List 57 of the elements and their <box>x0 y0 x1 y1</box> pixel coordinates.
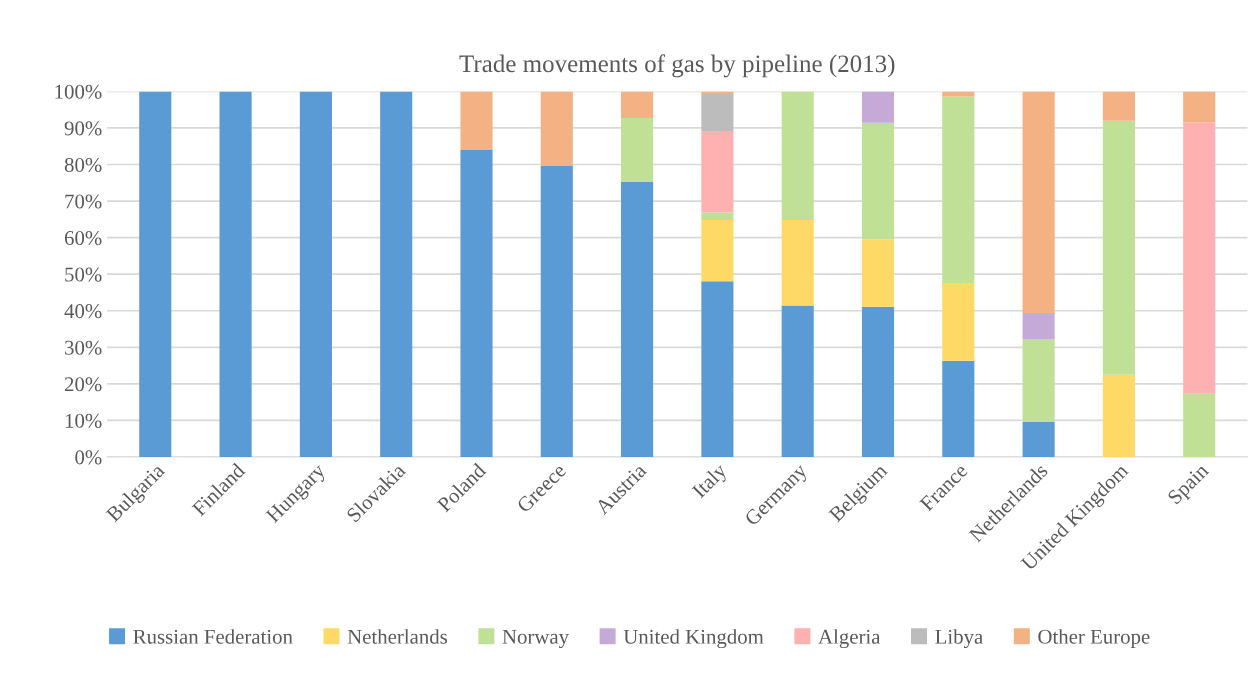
bar <box>621 182 654 457</box>
bar <box>781 91 814 221</box>
bar <box>219 91 252 457</box>
bar <box>1183 393 1216 457</box>
bar <box>460 149 493 457</box>
bar <box>701 281 734 457</box>
bar <box>621 91 654 119</box>
y-tick-label: 80% <box>64 157 102 173</box>
y-tick-label: 100% <box>55 84 102 99</box>
bar <box>861 122 895 240</box>
bar <box>1022 339 1055 422</box>
legend-label: Libya <box>935 629 983 649</box>
bar <box>1022 91 1055 313</box>
bar <box>1183 91 1216 123</box>
legend-label: Other Europe <box>1038 629 1150 649</box>
bar <box>942 91 975 97</box>
y-tick-label: 10% <box>65 413 102 428</box>
bar <box>1102 120 1135 375</box>
bar <box>701 212 734 221</box>
y-tick-label: 60% <box>64 231 102 246</box>
bar <box>1183 122 1216 394</box>
bar <box>701 93 734 131</box>
bar <box>781 220 814 306</box>
y-tick-label: 50% <box>65 267 102 282</box>
y-tick-label: 40% <box>64 304 102 319</box>
y-tick-label: 20% <box>64 377 102 392</box>
bar <box>781 305 814 457</box>
bar <box>861 306 895 457</box>
bar <box>942 360 975 457</box>
bar <box>701 220 734 282</box>
legend-label: Netherlands <box>347 629 448 644</box>
bar <box>1102 374 1135 457</box>
bar <box>380 91 413 457</box>
x-tick-label: Italy <box>690 461 731 502</box>
legend-label: Norway <box>502 629 569 649</box>
bar <box>139 91 172 457</box>
y-tick-label: 90% <box>64 121 102 136</box>
bar <box>861 91 895 123</box>
bar <box>540 165 573 457</box>
y-tick-label: 30% <box>65 340 102 355</box>
chart-title: Trade movements of gas by pipeline (2013) <box>459 54 895 78</box>
y-tick-label: 0% <box>75 450 102 465</box>
bar <box>540 91 573 166</box>
legend-label: United Kingdom <box>623 629 764 649</box>
bar <box>299 91 332 457</box>
bar <box>1102 91 1135 121</box>
legend-label: Algeria <box>818 629 881 649</box>
legend-label: Russian Federation <box>133 629 293 644</box>
bar <box>701 130 734 213</box>
bar <box>1022 421 1055 457</box>
y-tick-label: 70% <box>65 194 102 209</box>
bar <box>460 91 493 150</box>
bar <box>942 282 975 361</box>
bar <box>942 96 975 283</box>
bar <box>621 118 654 183</box>
bar <box>1022 312 1055 340</box>
bar <box>861 239 895 307</box>
